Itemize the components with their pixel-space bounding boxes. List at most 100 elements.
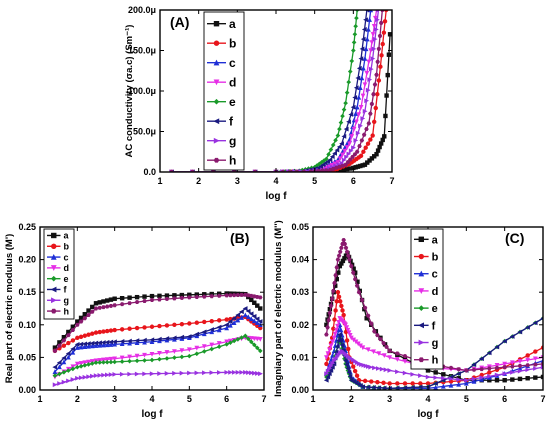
y-tick-label: 0.03 <box>291 287 309 297</box>
legend-label-b: b <box>432 251 439 263</box>
legend-box <box>203 11 245 171</box>
data-point-g <box>387 368 393 373</box>
data-point-g <box>363 363 369 369</box>
data-point-a <box>86 308 91 313</box>
data-point-h <box>366 121 372 126</box>
data-point-f <box>245 308 251 314</box>
x-tick-label: 2 <box>75 394 80 404</box>
data-point-h <box>346 253 351 258</box>
data-point-f <box>376 385 382 390</box>
y-tick-label: 0.00 <box>18 385 36 395</box>
data-point-e <box>243 333 248 339</box>
legend-marker-e <box>213 98 220 105</box>
data-point-g <box>105 372 110 378</box>
legend-marker-c <box>213 59 220 66</box>
data-point-b <box>533 349 538 354</box>
legend-marker-c <box>50 254 57 260</box>
data-point-e <box>52 373 58 378</box>
legend-label-f: f <box>432 320 436 332</box>
data-point-d <box>364 70 370 76</box>
data-point-a <box>105 298 110 303</box>
data-point-f <box>325 159 331 164</box>
data-point-b <box>361 149 366 154</box>
data-point-d <box>331 335 337 341</box>
data-point-b <box>61 343 67 348</box>
data-point-e <box>224 342 229 347</box>
data-point-f <box>341 133 347 139</box>
data-point-e <box>78 363 84 369</box>
data-point-d <box>394 357 400 362</box>
legend-label-c: c <box>229 56 236 70</box>
data-point-d <box>532 356 538 362</box>
data-point-g <box>487 373 492 379</box>
series-f <box>52 306 263 370</box>
data-point-g <box>119 371 125 377</box>
data-point-c <box>366 26 371 32</box>
data-point-h <box>359 298 365 302</box>
data-point-d <box>362 82 368 88</box>
data-point-b <box>194 320 200 325</box>
data-point-d <box>324 355 329 360</box>
data-point-a <box>112 296 117 301</box>
data-point-e <box>216 344 222 350</box>
data-point-f <box>65 351 71 356</box>
data-point-d <box>402 359 408 364</box>
data-point-h <box>339 245 344 250</box>
data-point-f <box>517 329 523 335</box>
data-point-b <box>402 381 408 386</box>
data-point-a <box>164 293 170 298</box>
x-tick-label: 3 <box>387 394 392 404</box>
data-point-f <box>479 356 484 362</box>
data-point-c <box>463 380 469 386</box>
data-point-b <box>341 312 346 318</box>
data-point-f <box>216 324 222 330</box>
data-point-g <box>494 372 500 378</box>
data-point-c <box>216 327 222 333</box>
data-point-e <box>61 369 67 375</box>
data-point-f <box>248 311 254 317</box>
data-point-g <box>202 370 207 376</box>
data-point-c <box>57 364 62 370</box>
legend-label-g: g <box>432 337 439 349</box>
data-point-g <box>246 370 251 376</box>
data-point-c <box>354 104 360 110</box>
data-point-f <box>227 319 233 324</box>
data-point-d <box>172 349 177 354</box>
data-point-d <box>371 23 377 29</box>
data-point-h <box>487 366 492 371</box>
y-tick-label: 0.0 <box>143 167 156 177</box>
data-point-d <box>344 145 350 150</box>
data-point-b <box>382 19 388 24</box>
data-point-h <box>361 132 367 137</box>
data-point-e <box>349 58 355 64</box>
data-point-c <box>142 339 147 345</box>
data-point-h <box>335 257 341 262</box>
data-point-c <box>433 384 439 390</box>
data-point-f <box>52 364 58 370</box>
data-point-c <box>245 314 251 320</box>
data-point-c <box>70 349 76 355</box>
data-point-h <box>334 165 339 170</box>
data-point-g <box>344 154 349 160</box>
panel-label: (C) <box>505 230 524 246</box>
data-point-b <box>344 338 350 343</box>
data-point-c <box>228 322 233 328</box>
data-point-e <box>251 342 257 348</box>
data-point-a <box>142 294 147 299</box>
data-point-d <box>354 119 359 125</box>
data-point-b <box>142 325 147 330</box>
data-point-b <box>410 381 415 386</box>
data-point-h <box>334 265 340 270</box>
data-point-b <box>179 321 185 327</box>
data-point-g <box>471 376 477 382</box>
data-point-a <box>82 312 88 317</box>
data-point-h <box>347 257 352 262</box>
data-point-h <box>216 293 222 298</box>
x-axis-label: log f <box>141 409 163 420</box>
data-point-b <box>358 153 364 159</box>
data-point-b <box>104 328 110 334</box>
data-point-g <box>365 364 371 369</box>
data-point-b <box>380 41 385 47</box>
data-point-f <box>525 325 530 330</box>
